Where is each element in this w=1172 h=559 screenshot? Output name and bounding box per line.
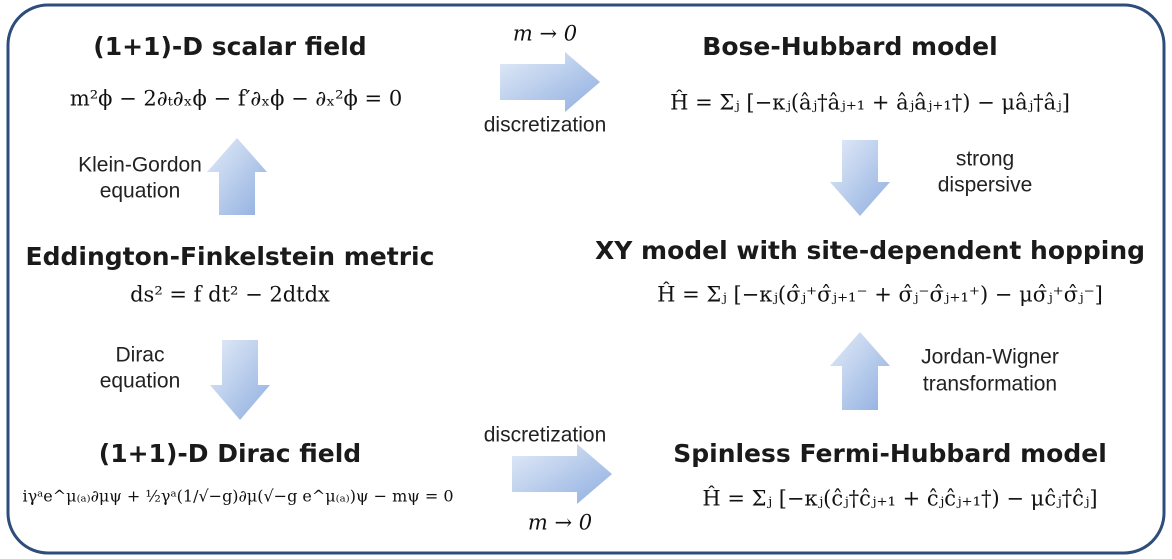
arrow (512, 444, 612, 504)
equation: Ĥ = Σⱼ [−κⱼ(ĉⱼ†ĉⱼ₊₁ + ĉⱼĉⱼ₊₁†) − μĉⱼ†ĉⱼ] (702, 487, 1097, 511)
edge-label: equation (100, 180, 181, 203)
edge-label: dispersive (938, 174, 1033, 197)
node-title: Spinless Fermi-Hubbard model (673, 439, 1107, 468)
arrow (830, 332, 890, 410)
node-title: (1+1)-D Dirac field (99, 439, 361, 468)
edge-label: Dirac (115, 344, 164, 367)
arrow (500, 52, 600, 112)
edge-label: m → 0 (513, 22, 577, 46)
equation: ds² = f dt² − 2dtdx (130, 283, 330, 307)
equation: Ĥ = Σⱼ [−κⱼ(σ̂ⱼ⁺σ̂ⱼ₊₁⁻ + σ̂ⱼ⁻σ̂ⱼ₊₁⁺) − μ… (657, 283, 1103, 307)
edge-label: m → 0 (528, 511, 592, 535)
equation: Ĥ = Σⱼ [−κⱼ(âⱼ†âⱼ₊₁ + âⱼâⱼ₊₁†) − μâⱼ†âⱼ] (670, 91, 1070, 115)
equation: m²ϕ − 2∂ₜ∂ₓϕ − f′∂ₓϕ − ∂ₓ²ϕ = 0 (70, 87, 402, 111)
equation: iγᵃe^μ₍ₐ₎∂μψ + ½γᵃ(1/√−g)∂μ(√−g e^μ₍ₐ₎)ψ… (22, 487, 453, 506)
edge-label: equation (100, 370, 181, 393)
edge-label: discretization (484, 114, 607, 137)
edge-label: Jordan-Wigner (921, 346, 1059, 369)
node-title: Eddington-Finkelstein metric (26, 242, 435, 271)
arrow (830, 140, 890, 216)
arrow (207, 138, 267, 215)
edge-label: discretization (484, 424, 607, 447)
edge-label: strong (956, 148, 1014, 171)
node-title: Bose-Hubbard model (702, 32, 997, 61)
arrow (210, 340, 270, 420)
node-title: (1+1)-D scalar field (93, 32, 366, 61)
node-title: XY model with site-dependent hopping (595, 236, 1145, 265)
edge-label: transformation (923, 373, 1057, 396)
edge-label: Klein-Gordon (78, 154, 202, 177)
